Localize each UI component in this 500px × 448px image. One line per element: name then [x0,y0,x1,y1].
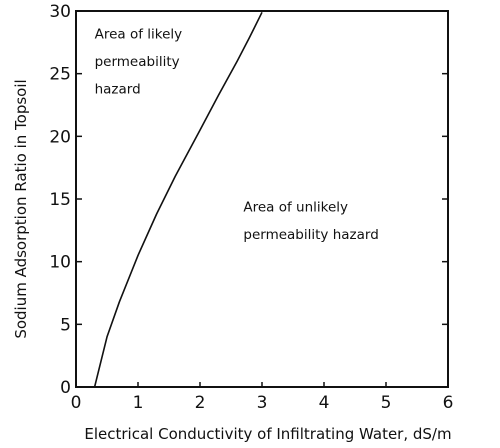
y-tick-label: 30 [49,2,71,22]
annotation-likely-line: permeability [95,54,180,70]
x-tick-label: 4 [319,393,330,413]
x-tick-label: 1 [133,393,144,413]
annotation-unlikely-line: Area of unlikely [243,200,348,216]
y-tick-label: 10 [49,253,71,273]
x-tick-label: 3 [257,393,268,413]
y-tick-label: 20 [49,127,71,147]
y-tick-label: 15 [49,190,71,210]
annotations: Area of likely permeability hazard Area of … [95,27,379,244]
annotation-likely-line: hazard [95,82,141,98]
y-tick-label: 25 [49,65,71,85]
threshold-line [93,11,263,388]
x-tick-label: 2 [195,393,206,413]
x-axis-label: Electrical Conductivity of Infiltrating … [84,425,451,443]
x-tick-label: 5 [381,393,392,413]
annotation-unlikely-line: permeability hazard [243,227,378,243]
annotation-likely-line: Area of likely [95,27,183,43]
x-tick-label: 0 [71,393,82,413]
x-tick-label: 6 [443,393,454,413]
series-group [93,11,263,388]
y-tick-label: 5 [60,315,71,335]
y-axis-label: Sodium Adsorption Ratio in Topsoil [12,79,30,338]
y-tick-label: 0 [60,378,71,398]
axis-ticks: 0 1 2 3 4 5 6 0 5 10 15 20 25 30 [49,2,453,413]
